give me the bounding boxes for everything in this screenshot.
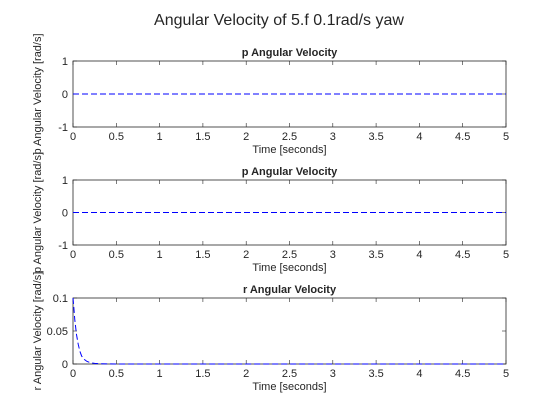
x-tick-label: 0	[70, 368, 76, 380]
x-tick-label: 0.5	[109, 131, 124, 143]
x-tick-label: 0	[70, 131, 76, 143]
x-tick-label: 5	[503, 131, 509, 143]
y-tick-label: -1	[58, 240, 68, 252]
x-tick-label: 3.5	[368, 368, 383, 380]
x-tick-label: 4	[416, 249, 422, 261]
x-tick-label: 1.5	[195, 131, 210, 143]
x-tick-label: 5	[503, 249, 509, 261]
x-tick-label: 3	[330, 131, 336, 143]
x-tick-label: 1.5	[195, 368, 210, 380]
y-axis-label: p Angular Velocity [rad/s]	[32, 152, 44, 273]
y-tick-label: 1	[62, 56, 68, 68]
subplot-title: r Angular Velocity	[243, 284, 337, 296]
x-tick-label: 2	[243, 131, 249, 143]
x-tick-label: 2	[243, 249, 249, 261]
x-tick-label: 4	[416, 368, 422, 380]
x-tick-label: 1	[157, 368, 163, 380]
x-tick-label: 2.5	[282, 131, 297, 143]
y-tick-label: 0	[62, 89, 68, 101]
subplot-title: p Angular Velocity	[242, 47, 338, 59]
x-tick-label: 2	[243, 368, 249, 380]
x-tick-label: 1.5	[195, 249, 210, 261]
y-tick-label: 0.1	[53, 293, 68, 305]
y-axis-label: p Angular Velocity [rad/s]	[32, 33, 44, 154]
figure-title: Angular Velocity of 5.f 0.1rad/s yaw	[154, 12, 404, 29]
y-tick-label: -1	[58, 122, 68, 134]
x-tick-label: 2.5	[282, 249, 297, 261]
x-tick-label: 4.5	[455, 131, 470, 143]
x-tick-label: 4.5	[455, 249, 470, 261]
x-tick-label: 3	[330, 368, 336, 380]
x-axis-label: Time [seconds]	[252, 381, 326, 393]
plot-area	[72, 297, 507, 365]
x-axis-label: Time [seconds]	[252, 262, 326, 274]
y-tick-label: 0	[62, 359, 68, 371]
x-tick-label: 1	[157, 249, 163, 261]
x-tick-label: 4.5	[455, 368, 470, 380]
x-tick-label: 0.5	[109, 368, 124, 380]
x-tick-label: 0.5	[109, 249, 124, 261]
x-tick-label: 3	[330, 249, 336, 261]
x-tick-label: 3.5	[368, 131, 383, 143]
x-tick-label: 5	[503, 368, 509, 380]
y-axis-label: r Angular Velocity [rad/s]	[32, 272, 44, 391]
x-tick-label: 2.5	[282, 368, 297, 380]
x-tick-label: 1	[157, 131, 163, 143]
x-tick-label: 4	[416, 131, 422, 143]
subplot-3: 0 0.5 1 1.5 2 2.5 3 3.5 4 4.5 5 0 0.05 0.1 r Angular V…	[32, 272, 509, 393]
series-line-1	[72, 297, 506, 365]
x-axis-label: Time [seconds]	[252, 144, 326, 156]
y-tick-label: 0.05	[47, 326, 68, 338]
y-tick-label: 1	[62, 175, 68, 187]
subplot-title: p Angular Velocity	[242, 166, 338, 178]
x-tick-label: 0	[70, 249, 76, 261]
y-tick-label: 0	[62, 208, 68, 220]
x-tick-label: 3.5	[368, 249, 383, 261]
